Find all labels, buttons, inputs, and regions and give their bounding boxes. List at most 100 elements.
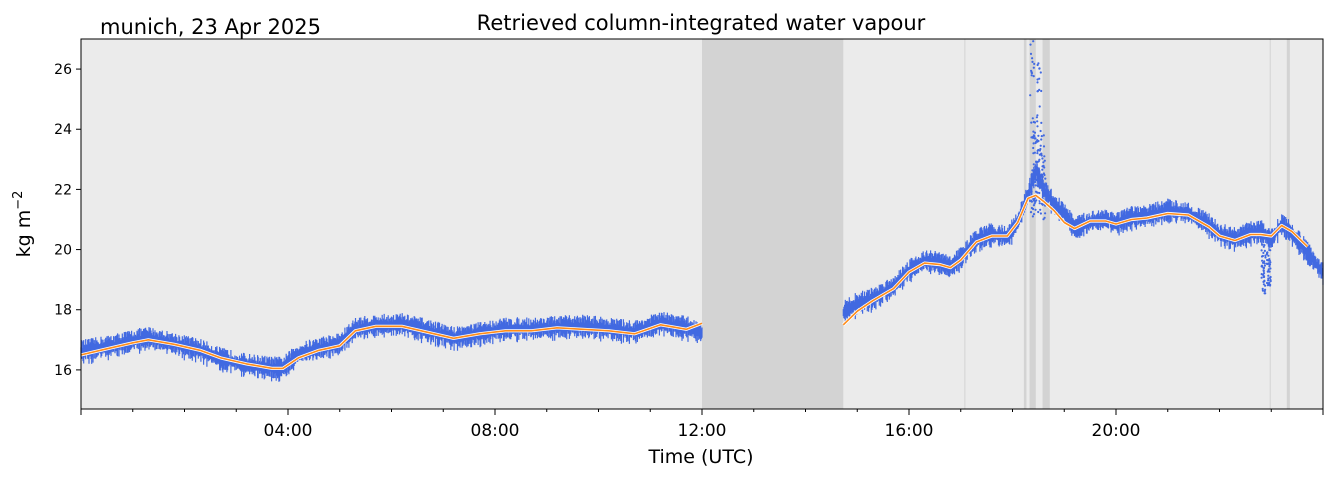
raw-spike-point: [1044, 212, 1047, 215]
raw-spike-point: [1261, 243, 1264, 246]
raw-spike-point: [1036, 114, 1039, 117]
raw-spike-point: [1042, 172, 1045, 175]
raw-spike-point: [1038, 191, 1041, 195]
raw-spike-point: [1041, 173, 1044, 176]
raw-spike-point: [1030, 69, 1033, 72]
raw-spike-point: [1263, 262, 1266, 265]
raw-spike-point: [1262, 283, 1265, 286]
raw-spike-point: [1037, 62, 1040, 65]
raw-spike-point: [1031, 57, 1034, 60]
raw-spike-point: [1267, 282, 1270, 285]
raw-spike-point: [1043, 155, 1046, 158]
raw-spike-point: [1036, 140, 1039, 143]
raw-spike-point: [1036, 184, 1039, 187]
raw-spike-point: [1032, 163, 1035, 166]
raw-spike-point: [1037, 134, 1040, 137]
raw-spike-point: [1035, 160, 1038, 163]
raw-spike-point: [1033, 202, 1036, 205]
raw-spike-4: [1260, 243, 1267, 295]
raw-spike-point: [1032, 130, 1035, 133]
raw-spike-5: [1265, 249, 1272, 287]
raw-spike-point: [1032, 204, 1035, 207]
gap-band-3: [1029, 39, 1036, 409]
raw-spike-point: [1261, 259, 1264, 262]
raw-spike-point: [1032, 135, 1035, 138]
raw-spike-point: [1032, 142, 1035, 145]
raw-spike-point: [1267, 254, 1270, 257]
raw-spike-point: [1263, 244, 1266, 247]
raw-spike-point: [1033, 199, 1036, 202]
raw-spike-point: [1034, 141, 1037, 145]
raw-spike-point: [1036, 152, 1039, 155]
raw-spike-point: [1269, 261, 1272, 264]
raw-spike-point: [1267, 277, 1270, 280]
raw-spike-point: [1033, 151, 1036, 154]
raw-spike-point: [1031, 215, 1034, 218]
raw-spike-point: [1030, 72, 1033, 75]
raw-spike-point: [1044, 177, 1047, 180]
raw-spike-point: [1263, 290, 1266, 293]
raw-spike-point: [1042, 161, 1045, 164]
raw-spike-point: [1036, 191, 1039, 194]
raw-spike-point: [1031, 169, 1034, 172]
raw-spike-point: [1029, 186, 1032, 189]
raw-spike-point: [1044, 184, 1047, 187]
y-tick-label: 22: [54, 182, 72, 198]
raw-spike-point: [1264, 256, 1267, 259]
raw-spike-point: [1030, 136, 1033, 139]
gap-band-1: [964, 39, 966, 409]
raw-spike-point: [1040, 121, 1043, 124]
raw-spike-point: [1267, 279, 1270, 282]
raw-spike-point: [1269, 284, 1272, 287]
raw-spike-point: [1267, 270, 1270, 273]
y-tick-label: 26: [54, 62, 72, 78]
raw-spike-point: [1031, 117, 1034, 120]
gap-band-2: [1023, 39, 1027, 409]
raw-spike-point: [1036, 125, 1039, 128]
raw-spike-point: [1042, 182, 1045, 186]
raw-spike-point: [1263, 292, 1266, 295]
y-tick-label: 18: [54, 303, 72, 319]
raw-spike-point: [1269, 267, 1272, 270]
x-tick-label: 16:00: [885, 421, 934, 441]
raw-spike-point: [1039, 129, 1042, 133]
raw-spike-point: [1268, 265, 1271, 268]
raw-spike-point: [1035, 178, 1038, 182]
raw-spike-point: [1034, 180, 1037, 184]
raw-spike-point: [1267, 274, 1270, 277]
raw-spike-point: [1040, 135, 1043, 138]
raw-spike-point: [1262, 245, 1265, 248]
raw-spike-point: [1263, 264, 1266, 267]
x-axis: 04:00 08:00 12:00 16:00 20:00: [80, 409, 1324, 441]
raw-spike-point: [1267, 259, 1270, 262]
y-tick-label: 24: [54, 122, 72, 138]
raw-spike-point: [1035, 116, 1038, 119]
raw-spike-point: [1262, 269, 1265, 272]
raw-spike-point: [1030, 206, 1033, 210]
smooth-line-1: [842, 194, 1309, 326]
raw-spike-point: [1266, 262, 1269, 266]
raw-spike-point: [1033, 175, 1036, 179]
raw-spike-point: [1032, 40, 1035, 43]
raw-spike-point: [1042, 218, 1045, 221]
raw-spike-point: [1035, 165, 1038, 168]
raw-spike-point: [1030, 199, 1033, 203]
x-tick-label: 04:00: [264, 421, 313, 441]
raw-spike-point: [1038, 176, 1041, 179]
raw-spike-1: [1036, 62, 1043, 215]
y-axis-label-exponent: −2: [11, 191, 26, 210]
raw-spike-point: [1264, 254, 1267, 257]
raw-spike-point: [1040, 138, 1043, 141]
y-axis-label: kg m−2: [11, 191, 35, 258]
raw-spike-point: [1269, 276, 1272, 279]
raw-spike-point: [1041, 168, 1044, 171]
y-axis: 16 18 20 22 24 26: [54, 62, 81, 379]
raw-spike-point: [1042, 134, 1045, 137]
raw-spike-point: [1041, 175, 1044, 178]
raw-spike-point: [1033, 131, 1037, 134]
raw-spike-point: [1040, 89, 1043, 93]
y-tick-label: 20: [54, 243, 72, 259]
raw-spike-point: [1030, 74, 1033, 77]
chart-title: Retrieved column-integrated water vapour: [477, 11, 926, 35]
raw-spike-point: [1029, 43, 1032, 46]
